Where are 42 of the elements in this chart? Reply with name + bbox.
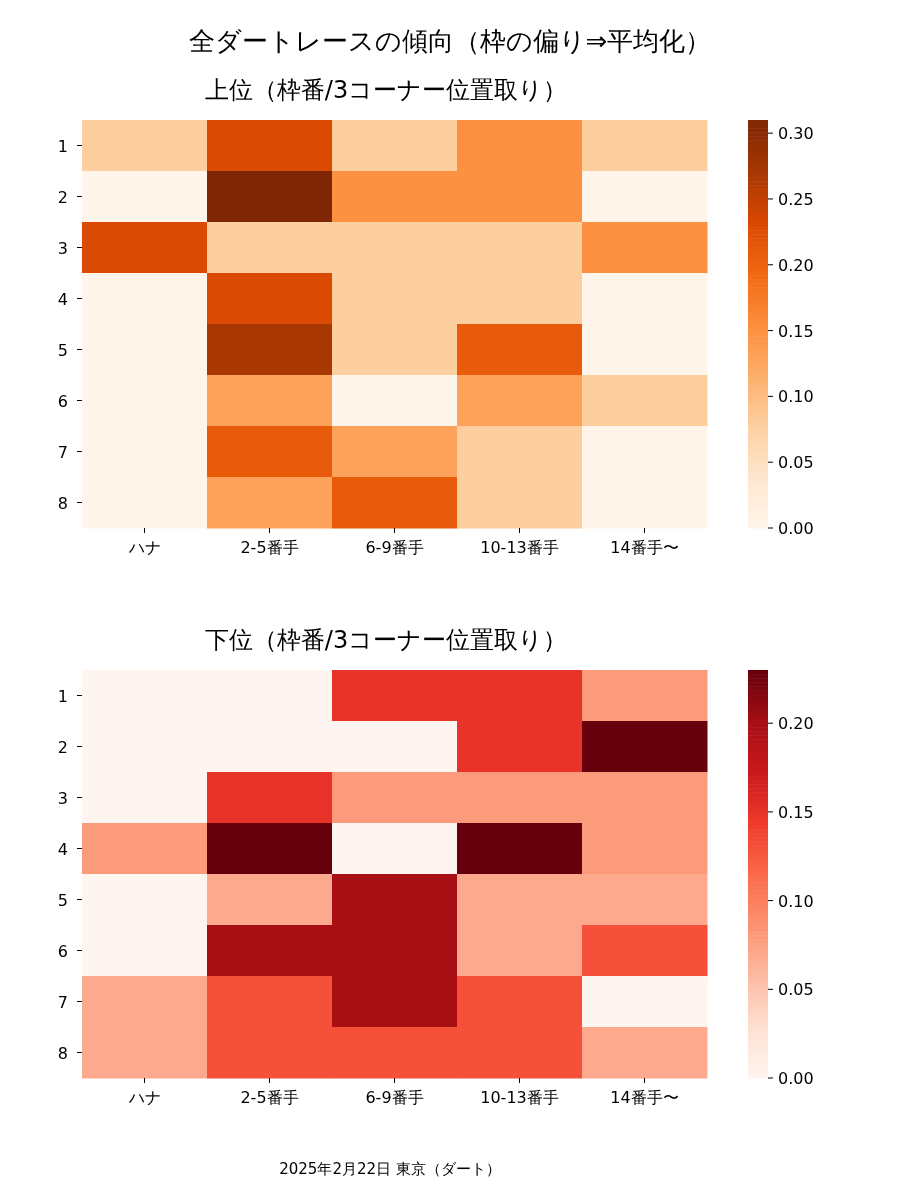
color-bar-label: 0.10 [778, 387, 814, 407]
color-bar-label: 0.00 [778, 1069, 814, 1088]
color-bar-label: 0.20 [778, 255, 814, 275]
chart-title: 全ダートレースの傾向（枠の偏り⇒平均化） [188, 26, 712, 56]
y-tick-label: 5 [57, 340, 68, 360]
x-tick-label: ハナ [127, 1088, 161, 1107]
x-tick-label: 10-13番手 [480, 1088, 559, 1107]
y-tick-label: 2 [57, 737, 68, 757]
color-bar-label: 0.15 [778, 321, 814, 341]
x-tick-label: 6-9番手 [365, 1088, 424, 1107]
x-tick-label: 2-5番手 [240, 1088, 299, 1107]
x-tick-label: 14番手〜 [610, 1088, 679, 1107]
x-tick-label: 2-5番手 [240, 538, 299, 557]
y-tick-label: 1 [57, 136, 68, 156]
color-bar-label: 0.05 [778, 980, 814, 1000]
y-tick-label: 4 [57, 289, 68, 309]
y-tick-label: 8 [57, 1043, 68, 1063]
color-bar-label: 0.25 [778, 189, 814, 209]
color-bar-label: 0.00 [778, 519, 814, 538]
color-bar-label: 0.10 [778, 891, 814, 911]
y-tick-label: 1 [57, 686, 68, 706]
y-tick-label: 5 [57, 890, 68, 910]
x-tick-label: 10-13番手 [480, 538, 559, 557]
color-bar-label: 0.15 [778, 802, 814, 822]
text: 2025年2月22日 東京（ダート） [279, 1160, 501, 1178]
y-tick-label: 3 [57, 238, 68, 258]
y-tick-label: 4 [57, 839, 68, 859]
color-bar-label: 0.05 [778, 453, 814, 473]
x-tick-label: ハナ [127, 538, 161, 557]
x-tick-label: 14番手〜 [610, 538, 679, 557]
color-bar-label: 0.30 [778, 124, 814, 144]
y-tick-label: 7 [57, 442, 68, 462]
y-tick-label: 8 [57, 493, 68, 513]
y-tick-label: 3 [57, 788, 68, 808]
chart-subtitle: 上位（枠番/3コーナー位置取り） [204, 76, 568, 104]
y-tick-label: 2 [57, 187, 68, 207]
y-tick-label: 6 [57, 391, 68, 411]
x-tick-label: 6-9番手 [365, 538, 424, 557]
chart-title: 下位（枠番/3コーナー位置取り） [204, 626, 568, 654]
y-tick-label: 6 [57, 941, 68, 961]
color-bar-label: 0.20 [778, 714, 814, 734]
y-tick-label: 7 [57, 992, 68, 1012]
